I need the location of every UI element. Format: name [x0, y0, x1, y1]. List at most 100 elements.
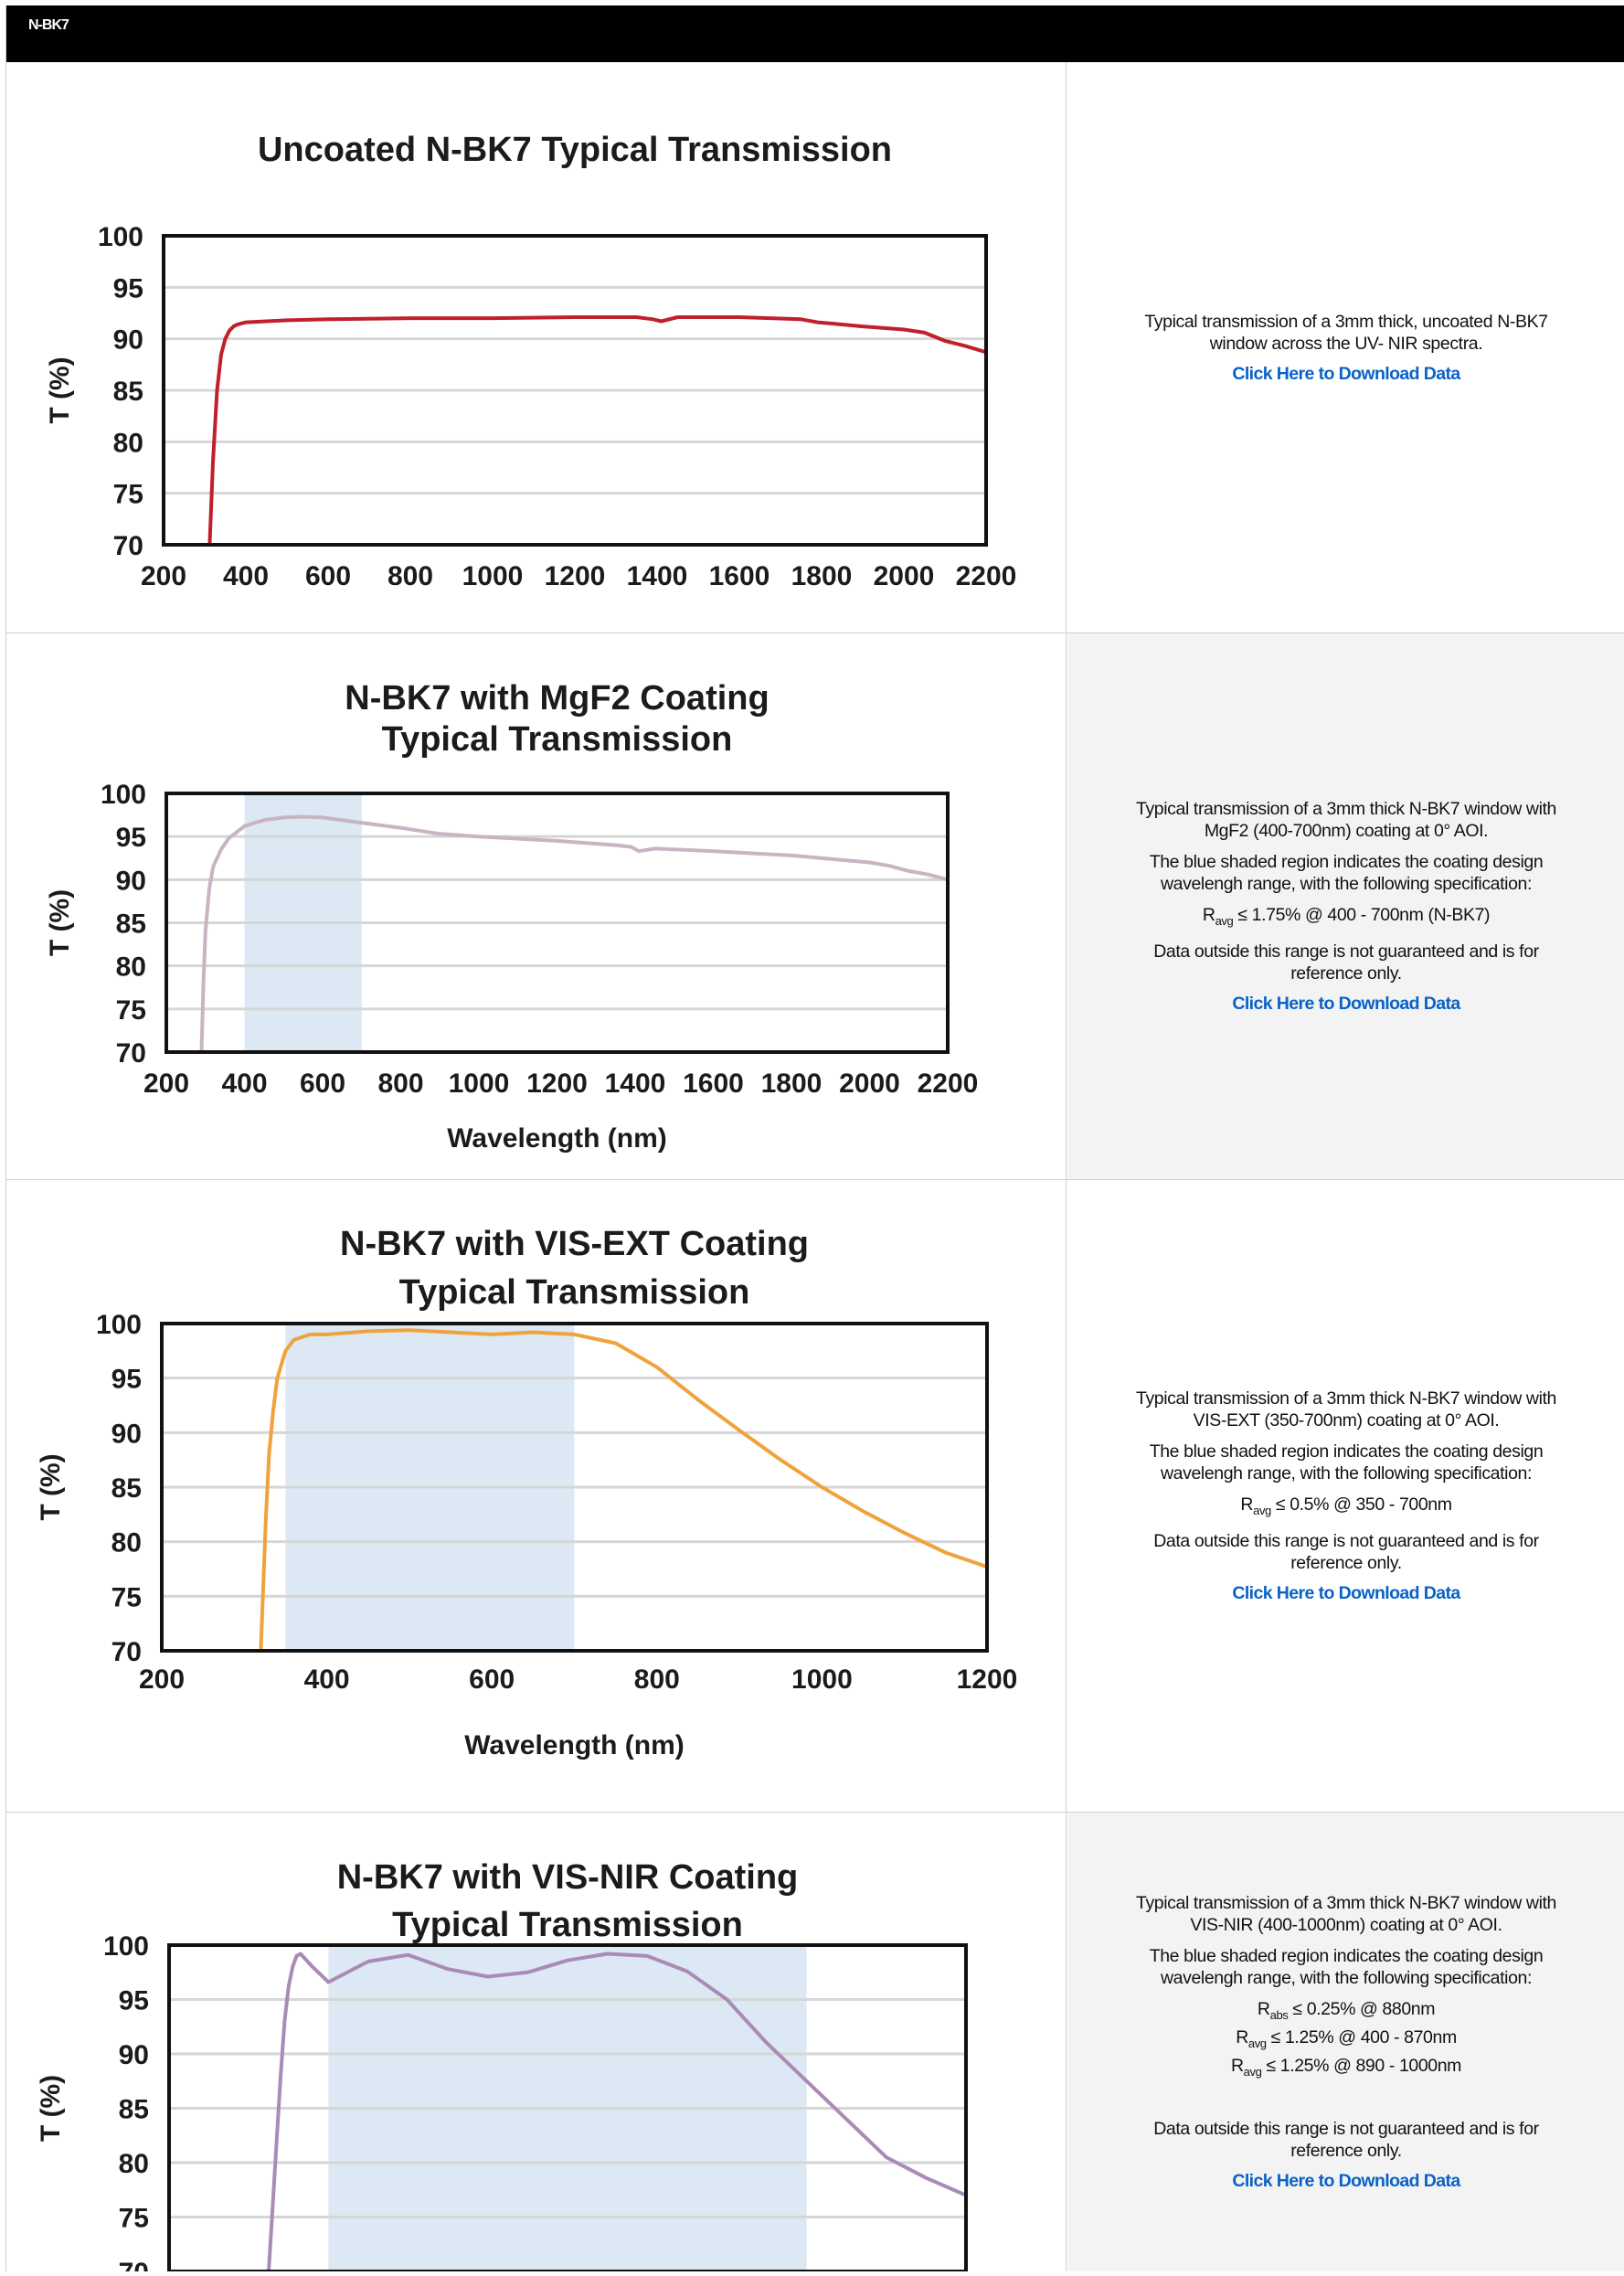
chart-title: N-BK7 with VIS-NIR Coating [337, 1858, 799, 1897]
y-tick-label: 100 [101, 780, 146, 810]
y-tick-label: 70 [116, 1038, 146, 1069]
y-tick-label: 95 [116, 823, 146, 853]
chart-uncoated: Uncoated N-BK7 Typical Transmission 70 75 8… [45, 131, 1016, 661]
x-tick-label: 2200 [918, 1069, 979, 1099]
chart-vis-nir: N-BK7 with VIS-NIR Coating Typical Transm… [36, 1858, 968, 2276]
y-tick-label: 80 [119, 2149, 149, 2179]
x-tick-label: 800 [377, 1069, 423, 1099]
y-tick-label: 75 [113, 480, 143, 510]
description-panel: Typical transmission of a 3mm thick N-BK… [1067, 633, 1624, 1179]
spec-line: Ravg ≤ 1.25% @ 400 - 870nm [1236, 2027, 1457, 2050]
description-text: Typical transmission of a 3mm thick, unc… [1144, 311, 1548, 354]
x-tick-label: 1800 [761, 1069, 823, 1099]
y-tick-label: 75 [111, 1582, 142, 1612]
y-tick-label: 85 [119, 2095, 149, 2125]
y-tick-label: 80 [111, 1528, 142, 1558]
x-tick-label: 1200 [545, 561, 606, 591]
y-tick-label: 90 [119, 2040, 149, 2070]
y-axis-label: T (%) [36, 2075, 66, 2142]
y-tick-label: 70 [111, 1637, 142, 1667]
chart-vis-ext: N-BK7 with VIS-EXT Coating Typical Transm… [36, 1225, 1018, 1760]
x-tick-label: 1000 [462, 561, 524, 591]
page: N-BK7 Uncoated N-BK7 Typical Transmissio… [5, 5, 1624, 2276]
y-axis-label: T (%) [36, 1453, 66, 1520]
plot-frame [160, 1322, 989, 1653]
series-line [259, 1328, 987, 1651]
series-line [199, 814, 948, 1052]
spec-block: Rabs ≤ 0.25% @ 880nm Ravg ≤ 1.25% @ 400 -… [1231, 1998, 1461, 2083]
chart-row-vis-nir: N-BK7 with VIS-NIR Coating Typical Transm… [6, 1813, 1624, 2276]
download-data-link[interactable]: Click Here to Download Data [1232, 2170, 1460, 2191]
spec-subscript: abs [1269, 2008, 1289, 2023]
y-tick-label: 85 [113, 377, 143, 407]
x-tick-label: 600 [300, 1069, 345, 1099]
x-tick-label: 1200 [957, 1664, 1018, 1695]
chart-row-vis-ext: N-BK7 with VIS-EXT Coating Typical Transm… [6, 1180, 1624, 1813]
x-tick-label: 800 [634, 1664, 680, 1695]
chart-title: Typical Transmission [399, 1273, 750, 1312]
y-tick-label: 100 [96, 1310, 142, 1340]
spec-line: Ravg ≤ 0.5% @ 350 - 700nm [1240, 1494, 1452, 1517]
disclaimer-text: Data outside this range is not guarantee… [1153, 2118, 1539, 2161]
plot-frame [165, 792, 950, 1054]
download-data-link[interactable]: Click Here to Download Data [1232, 994, 1460, 1015]
spec-subscript: avg [1253, 1503, 1271, 1517]
description-text: Typical transmission of a 3mm thick N-BK… [1136, 1388, 1556, 1430]
plot-frame [162, 234, 988, 547]
chart-title: Uncoated N-BK7 Typical Transmission [258, 131, 892, 169]
x-axis-label: Wavelength (nm) [465, 631, 685, 633]
spec-subscript: avg [1243, 2064, 1262, 2079]
x-tick-label: 200 [141, 561, 186, 591]
spec-line: Rabs ≤ 0.25% @ 880nm [1257, 1999, 1436, 2023]
chart-title: N-BK7 with VIS-EXT Coating [340, 1225, 809, 1263]
y-tick-label: 75 [119, 2204, 149, 2234]
y-tick-label: 95 [113, 273, 143, 303]
y-tick-label: 85 [111, 1473, 142, 1504]
x-tick-label: 600 [469, 1664, 515, 1695]
description-text: The blue shaded region indicates the coa… [1149, 1441, 1544, 1484]
y-tick-label: 100 [98, 222, 143, 252]
description-text: The blue shaded region indicates the coa… [1149, 851, 1544, 894]
chart-title: N-BK7 with MgF2 Coating [345, 679, 769, 718]
y-tick-label: 90 [116, 866, 146, 896]
download-data-link[interactable]: Click Here to Download Data [1232, 1583, 1460, 1604]
chart-row-uncoated: Uncoated N-BK7 Typical Transmission 70 75 8… [6, 62, 1624, 661]
x-tick-label: 400 [221, 1069, 267, 1099]
y-tick-label: 70 [113, 531, 143, 561]
y-tick-label: 95 [119, 1986, 149, 2016]
x-tick-label: 400 [304, 1664, 350, 1695]
y-axis-label: T (%) [45, 356, 75, 423]
spec-line: Ravg ≤ 1.25% @ 890 - 1000nm [1230, 2055, 1462, 2079]
y-axis-label: T (%) [45, 889, 75, 956]
x-tick-label: 2000 [839, 1069, 900, 1099]
x-tick-label: 800 [387, 561, 433, 591]
y-tick-label: 70 [119, 2258, 149, 2271]
x-tick-label: 1400 [627, 561, 688, 591]
spec-subscript: avg [1247, 2036, 1267, 2050]
disclaimer-text: Data outside this range is not guarantee… [1153, 1531, 1539, 1574]
x-tick-label: 1600 [709, 561, 770, 591]
download-data-link[interactable]: Click Here to Download Data [1232, 363, 1460, 384]
x-tick-label: 600 [305, 561, 351, 591]
x-tick-label: 200 [139, 1664, 185, 1695]
description-panel: Typical transmission of a 3mm thick N-BK… [1067, 1813, 1624, 2271]
x-tick-label: 1400 [605, 1069, 666, 1099]
disclaimer-text: Data outside this range is not guarantee… [1153, 941, 1539, 984]
chart-cell: N-BK7 with VIS-EXT Coating Typical Transm… [6, 1180, 1067, 1812]
chart-title: Typical Transmission [392, 1906, 743, 1944]
description-text: Typical transmission of a 3mm thick N-BK… [1136, 798, 1556, 841]
spec-line: Ravg ≤ 1.75% @ 400 - 700nm (N-BK7) [1202, 904, 1491, 928]
x-tick-label: 2000 [874, 561, 935, 591]
chart-cell: Uncoated N-BK7 Typical Transmission 70 75 8… [6, 62, 1067, 661]
y-tick-label: 90 [113, 325, 143, 356]
series-line [267, 1952, 966, 2271]
y-tick-label: 80 [113, 428, 143, 458]
series-line [207, 315, 986, 545]
chart-cell: N-BK7 with VIS-NIR Coating Typical Transm… [6, 1813, 1067, 2276]
y-tick-label: 90 [111, 1419, 142, 1449]
header-bar: N-BK7 [6, 5, 1624, 62]
x-tick-label: 1800 [791, 561, 853, 591]
x-axis-label: Wavelength (nm) [447, 1123, 667, 1154]
header-title: N-BK7 [28, 17, 69, 33]
